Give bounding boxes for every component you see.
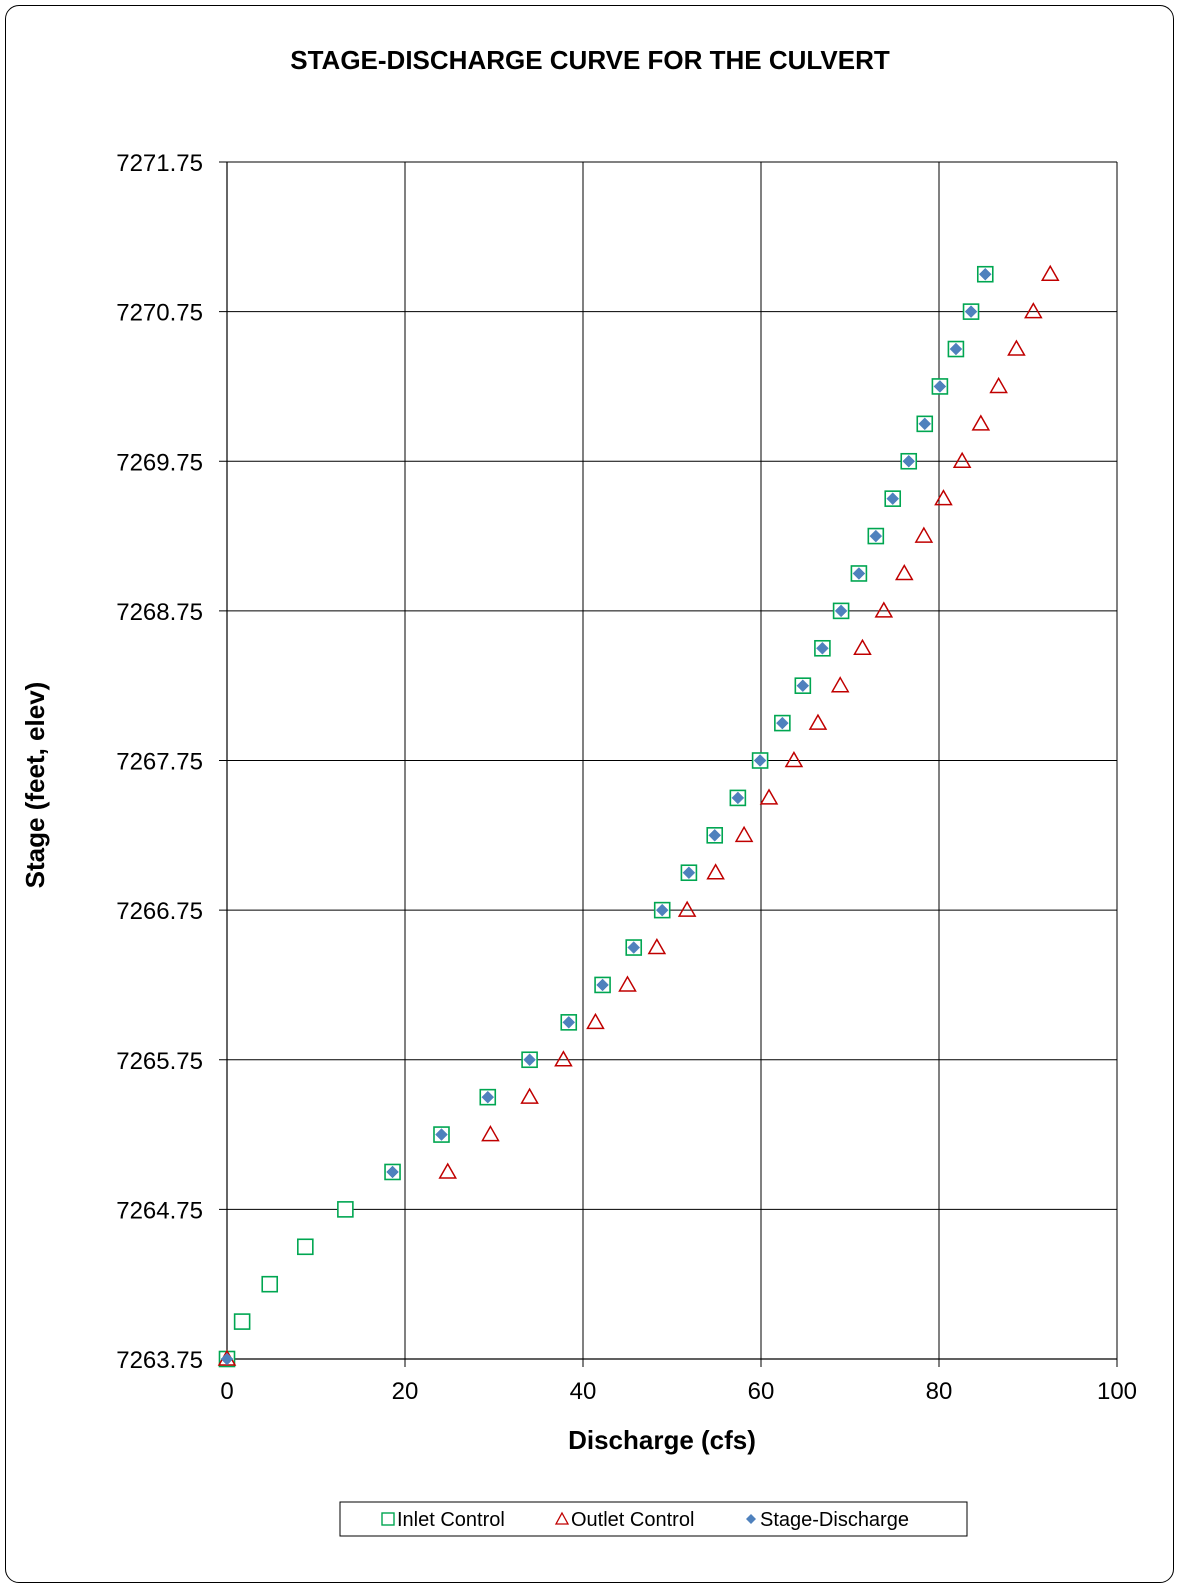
x-tick-label: 80: [926, 1378, 953, 1405]
y-tick-label: 7268.75: [116, 599, 203, 626]
data-point: [523, 1053, 536, 1067]
y-tick-label: 7263.75: [116, 1347, 203, 1374]
data-point: [914, 526, 934, 543]
data-point: [834, 604, 848, 618]
data-point: [706, 863, 725, 880]
data-point: [520, 1087, 539, 1104]
data-point: [386, 1165, 399, 1179]
data-point: [677, 900, 697, 917]
data-point: [647, 938, 667, 955]
x-axis-title: Discharge (cfs): [568, 1425, 756, 1455]
data-point: [1007, 339, 1026, 356]
data-point: [753, 754, 767, 767]
y-tick-label: 7264.75: [116, 1197, 203, 1224]
data-point: [964, 305, 978, 318]
data-point: [233, 1313, 251, 1330]
data-point: [784, 750, 804, 768]
data-point: [1024, 302, 1043, 319]
series-stage-discharge: [220, 267, 992, 1366]
data-point: [918, 417, 932, 431]
x-tick-label: 40: [570, 1378, 597, 1405]
data-point: [808, 713, 828, 730]
y-tick-label: 7270.75: [116, 300, 203, 327]
data-point: [759, 788, 779, 805]
y-tick-label: 7266.75: [116, 898, 203, 925]
legend-marker-outlet: [554, 1511, 570, 1525]
y-tick-label: 7271.75: [116, 150, 203, 177]
legend-box: [339, 1501, 968, 1537]
legend: Inlet Control Outlet Control Stage-Dischar…: [339, 1501, 968, 1537]
data-point: [220, 1352, 234, 1366]
data-point: [971, 414, 991, 431]
data-point: [902, 454, 916, 468]
y-axis-title: Stage (feet, elev): [20, 682, 50, 889]
data-point: [952, 451, 972, 468]
grid-lines: [227, 161, 1118, 1359]
data-point: [776, 716, 789, 730]
data-point: [869, 529, 883, 543]
tick-labels: 0 20 40 60 80 100 7263.75 7264.75 7265.75 7266.75…: [116, 150, 1137, 1405]
legend-marker-stage: [746, 1514, 756, 1524]
data-point: [949, 342, 963, 356]
data-point: [852, 567, 866, 580]
axes: [219, 161, 1118, 1367]
data-point: [731, 791, 745, 805]
legend-label: Inlet Control: [397, 1509, 505, 1531]
data-point: [438, 1162, 458, 1179]
data-point: [874, 601, 894, 618]
data-point: [886, 492, 900, 506]
data-point: [435, 1128, 448, 1141]
legend-items: Inlet Control Outlet Control Stage-Dischar…: [381, 1509, 909, 1531]
y-tick-label: 7265.75: [116, 1048, 203, 1075]
data-point: [853, 638, 872, 656]
data-point: [682, 866, 696, 880]
data-point: [586, 1012, 605, 1030]
data-point: [734, 825, 754, 843]
data-point: [816, 641, 829, 655]
legend-marker-inlet: [381, 1512, 395, 1526]
data-point: [596, 978, 609, 992]
data-point: [894, 563, 914, 581]
data-series: [217, 264, 1060, 1368]
data-point: [554, 1050, 573, 1067]
data-point: [618, 975, 637, 992]
legend-label: Outlet Control: [571, 1509, 694, 1531]
data-point: [1040, 264, 1060, 281]
x-tick-label: 60: [748, 1378, 775, 1405]
data-point: [337, 1201, 354, 1218]
data-point: [655, 903, 669, 917]
legend-label: Stage-Discharge: [760, 1509, 909, 1531]
y-tick-label: 7269.75: [116, 449, 203, 476]
data-point: [562, 1015, 576, 1029]
x-tick-label: 0: [220, 1378, 233, 1405]
data-point: [297, 1238, 314, 1256]
data-point: [978, 267, 992, 281]
y-tick-label: 7267.75: [116, 749, 203, 776]
data-point: [934, 489, 953, 506]
data-point: [261, 1275, 279, 1293]
data-point: [627, 941, 641, 954]
x-tick-label: 100: [1097, 1378, 1137, 1405]
data-point: [830, 676, 850, 693]
data-point: [933, 380, 947, 393]
data-point: [708, 828, 722, 842]
data-point: [481, 1125, 500, 1142]
x-tick-label: 20: [392, 1378, 419, 1405]
data-point: [989, 376, 1008, 394]
series-outlet-control: [217, 264, 1060, 1366]
data-point: [796, 679, 810, 693]
data-point: [481, 1090, 495, 1104]
chart-title: STAGE-DISCHARGE CURVE FOR THE CULVERT: [290, 45, 890, 75]
